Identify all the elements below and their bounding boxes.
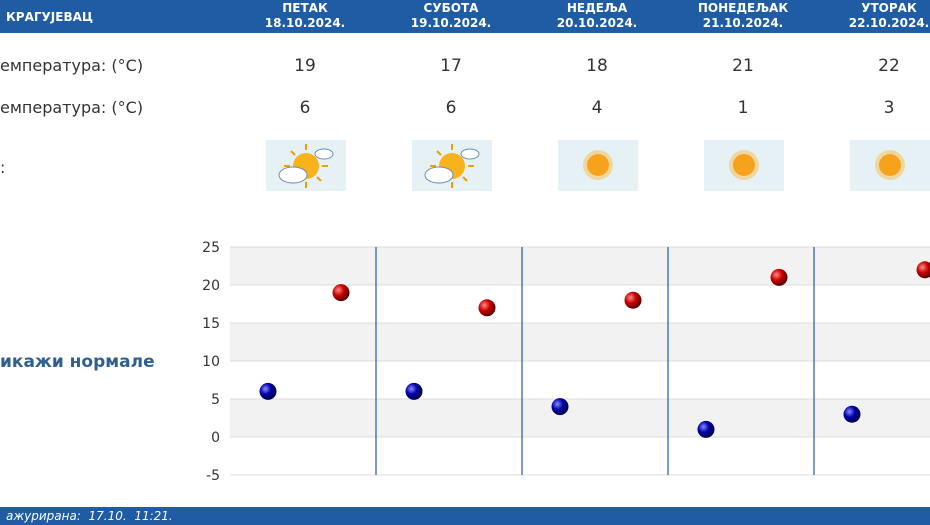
day-header-2: СУБОТА 19.10.2024. xyxy=(376,1,526,31)
day-header-3: НЕДЕЉА 20.10.2024. xyxy=(522,1,672,31)
min-temp-point xyxy=(551,398,569,416)
sun-icon xyxy=(850,140,930,191)
day-date: 20.10.2024. xyxy=(556,16,638,30)
max-temp-label: емпература: (°C) xyxy=(0,56,144,75)
sun-icon xyxy=(704,140,784,191)
grid-band xyxy=(230,399,930,437)
partly-cloudy-sun-icon xyxy=(412,140,492,191)
day-date: 18.10.2024. xyxy=(264,16,346,30)
day-date: 22.10.2024. xyxy=(848,16,930,30)
day-header-5: УТОРАК 22.10.2024. xyxy=(814,1,930,31)
last-updated: ажурирана: 17.10. 11:21. xyxy=(6,509,173,523)
max-temp-value: 17 xyxy=(440,56,462,76)
show-normals-link[interactable]: икажи нормале xyxy=(0,352,155,372)
max-temp-value: 21 xyxy=(732,56,754,76)
day-name: НЕДЕЉА xyxy=(566,1,628,15)
max-temp-value: 18 xyxy=(586,56,608,76)
max-temp-point xyxy=(624,291,642,309)
min-temp-point xyxy=(259,382,277,400)
grid-band xyxy=(230,247,930,285)
y-tick-label: 15 xyxy=(202,316,220,332)
max-temp-value: 19 xyxy=(294,56,316,76)
day-name: СУБОТА xyxy=(423,1,479,15)
max-temp-point xyxy=(478,299,496,317)
min-temp-value: 3 xyxy=(883,98,895,118)
day-header-4: ПОНЕДЕЉАК 21.10.2024. xyxy=(668,1,818,31)
y-tick-label: 20 xyxy=(202,278,220,294)
day-header-1: ПЕТАК 18.10.2024. xyxy=(230,1,380,31)
weather-label: : xyxy=(0,158,6,177)
footer-bar: ажурирана: 17.10. 11:21. xyxy=(0,507,930,525)
y-tick-label: 10 xyxy=(202,354,220,370)
grid-band xyxy=(230,437,930,475)
min-temp-point xyxy=(697,420,715,438)
max-temp-point xyxy=(332,284,350,302)
day-name: УТОРАК xyxy=(861,1,917,15)
y-tick-label: 0 xyxy=(211,430,220,446)
day-name: ПОНЕДЕЉАК xyxy=(697,1,789,15)
city-name: КРАГУЈЕВАЦ xyxy=(6,10,94,24)
grid-band xyxy=(230,361,930,399)
max-temp-point xyxy=(916,261,930,279)
sun-icon xyxy=(558,140,638,191)
day-date: 21.10.2024. xyxy=(702,16,784,30)
max-temp-point xyxy=(770,268,788,286)
min-temp-point xyxy=(405,382,423,400)
min-temp-label: емпература: (°C) xyxy=(0,98,144,117)
min-temp-value: 1 xyxy=(737,98,749,118)
y-tick-label: 5 xyxy=(211,392,220,408)
forecast-header: КРАГУЈЕВАЦ ПЕТАК 18.10.2024. СУБОТА 19.1… xyxy=(0,0,930,33)
y-tick-label: -5 xyxy=(206,468,220,484)
grid-band xyxy=(230,323,930,361)
y-tick-label: 25 xyxy=(202,240,220,256)
min-temp-value: 6 xyxy=(299,98,311,118)
partly-cloudy-sun-icon xyxy=(266,140,346,191)
max-temp-value: 22 xyxy=(878,56,900,76)
min-temp-value: 6 xyxy=(445,98,457,118)
day-name: ПЕТАК xyxy=(282,1,328,15)
min-temp-value: 4 xyxy=(591,98,603,118)
day-date: 19.10.2024. xyxy=(410,16,492,30)
min-temp-point xyxy=(843,405,861,423)
